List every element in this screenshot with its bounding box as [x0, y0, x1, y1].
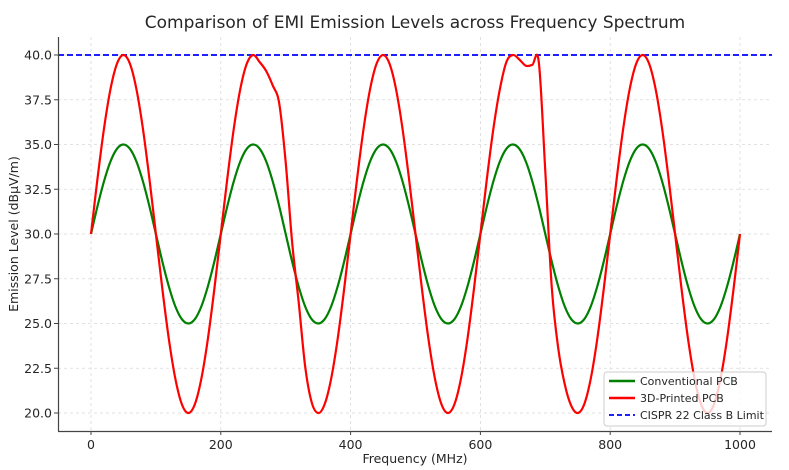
chart-title: Comparison of EMI Emission Levels across…	[145, 13, 685, 33]
x-tick-label: 400	[339, 437, 363, 452]
y-tick-label: 40.0	[24, 48, 52, 63]
legend-label-3d: 3D-Printed PCB	[640, 392, 724, 405]
series-line-3d-printed-pcb	[89, 53, 742, 415]
y-tick-label: 20.0	[24, 406, 52, 421]
x-tick-label: 0	[87, 437, 95, 452]
x-tick-label: 600	[468, 437, 492, 452]
y-tick-label: 25.0	[24, 316, 52, 331]
x-axis-label: Frequency (MHz)	[362, 451, 467, 466]
axes	[57, 37, 772, 433]
y-tick-label: 35.0	[24, 137, 52, 152]
y-tick-label: 37.5	[24, 92, 52, 107]
legend: Conventional PCB 3D-Printed PCB CISPR 22…	[603, 371, 767, 427]
legend-label-limit: CISPR 22 Class B Limit	[640, 409, 765, 422]
plot-lines	[58, 53, 772, 415]
y-tick-label: 30.0	[24, 227, 52, 242]
ticks: 0 200 400 600 800 1000 20.0 22.5 25.0 27.5 30.0 32.…	[24, 48, 756, 453]
x-tick-label: 1000	[724, 437, 756, 452]
legend-label-conventional: Conventional PCB	[640, 375, 738, 388]
y-tick-label: 32.5	[24, 182, 52, 197]
y-axis-label: Emission Level (dBµV/m)	[6, 156, 21, 312]
legend-box	[603, 371, 767, 427]
x-tick-label: 200	[209, 437, 233, 452]
y-tick-label: 27.5	[24, 271, 52, 286]
x-tick-label: 800	[598, 437, 622, 452]
y-tick-label: 22.5	[24, 361, 52, 376]
